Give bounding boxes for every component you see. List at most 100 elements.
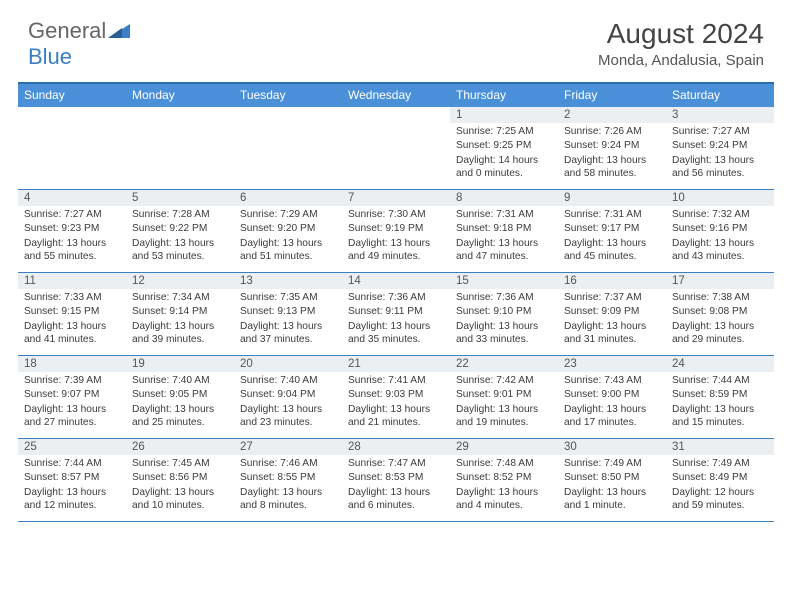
daylight-text: Daylight: 13 hours and 43 minutes. <box>672 237 768 264</box>
sunset-text: Sunset: 9:08 PM <box>672 305 768 318</box>
day-number: 23 <box>558 356 666 372</box>
day-content: Sunrise: 7:28 AMSunset: 9:22 PM Daylight:… <box>126 206 234 263</box>
calendar-day-cell: 3Sunrise: 7:27 AMSunset: 9:24 PMDaylight… <box>666 107 774 189</box>
sunrise-text: Sunrise: 7:27 AM <box>24 208 120 221</box>
calendar-day-cell: 7Sunrise: 7:30 AMSunset: 9:19 PMDaylight… <box>342 190 450 272</box>
calendar-day-cell <box>234 107 342 189</box>
sunrise-text: Sunrise: 7:44 AM <box>24 457 120 470</box>
calendar-day-cell: 2Sunrise: 7:26 AMSunset: 9:24 PMDaylight… <box>558 107 666 189</box>
day-content: Sunrise: 7:36 AMSunset: 9:10 PMDaylight:… <box>450 289 558 346</box>
weekday-header-row: SundayMondayTuesdayWednesdayThursdayFrid… <box>18 84 774 107</box>
calendar-day-cell: 22Sunrise: 7:42 AMSunset: 9:01 PMDayligh… <box>450 356 558 438</box>
day-number: 27 <box>234 439 342 455</box>
calendar-day-cell <box>18 107 126 189</box>
day-content: Sunrise: 7:49 AMSunset: 8:49 PMDaylight:… <box>666 455 774 512</box>
sunset-text: Sunset: 8:56 PM <box>132 471 228 484</box>
sunrise-text: Sunrise: 7:49 AM <box>564 457 660 470</box>
sunset-text: Sunset: 8:49 PM <box>672 471 768 484</box>
day-content: Sunrise: 7:40 AMSunset: 9:05 PMDaylight:… <box>126 372 234 429</box>
day-number: 31 <box>666 439 774 455</box>
day-content: Sunrise: 7:36 AMSunset: 9:11 PMDaylight:… <box>342 289 450 346</box>
sunset-text: Sunset: 8:53 PM <box>348 471 444 484</box>
daylight-text: Daylight: 13 hours and 55 minutes. <box>24 237 120 264</box>
day-number: 22 <box>450 356 558 372</box>
daylight-text: Daylight: 13 hours and 31 minutes. <box>564 320 660 347</box>
day-number: 15 <box>450 273 558 289</box>
sunset-text: Sunset: 9:04 PM <box>240 388 336 401</box>
day-content: Sunrise: 7:41 AMSunset: 9:03 PMDaylight:… <box>342 372 450 429</box>
day-content: Sunrise: 7:25 AMSunset: 9:25 PMDaylight:… <box>450 123 558 180</box>
day-content: Sunrise: 7:38 AMSunset: 9:08 PMDaylight:… <box>666 289 774 346</box>
calendar-day-cell: 9Sunrise: 7:31 AMSunset: 9:17 PMDaylight… <box>558 190 666 272</box>
daylight-text: Daylight: 13 hours and 58 minutes. <box>564 154 660 181</box>
daylight-text: Daylight: 13 hours and 27 minutes. <box>24 403 120 430</box>
sunrise-text: Sunrise: 7:26 AM <box>564 125 660 138</box>
calendar-day-cell: 10Sunrise: 7:32 AMSunset: 9:16 PMDayligh… <box>666 190 774 272</box>
day-content: Sunrise: 7:46 AMSunset: 8:55 PMDaylight:… <box>234 455 342 512</box>
day-content: Sunrise: 7:35 AMSunset: 9:13 PMDaylight:… <box>234 289 342 346</box>
daylight-text: Daylight: 13 hours and 1 minute. <box>564 486 660 513</box>
calendar-day-cell: 8Sunrise: 7:31 AMSunset: 9:18 PMDaylight… <box>450 190 558 272</box>
sunrise-text: Sunrise: 7:41 AM <box>348 374 444 387</box>
calendar-day-cell: 30Sunrise: 7:49 AMSunset: 8:50 PMDayligh… <box>558 439 666 521</box>
day-number: 17 <box>666 273 774 289</box>
sunrise-text: Sunrise: 7:47 AM <box>348 457 444 470</box>
day-content: Sunrise: 7:44 AMSunset: 8:57 PM Daylight:… <box>18 455 126 512</box>
weekday-header: Thursday <box>450 84 558 107</box>
day-content: Sunrise: 7:29 AMSunset: 9:20 PMDaylight:… <box>234 206 342 263</box>
sunset-text: Sunset: 9:03 PM <box>348 388 444 401</box>
calendar-day-cell: 4Sunrise: 7:27 AMSunset: 9:23 PMDaylight… <box>18 190 126 272</box>
calendar-day-cell: 19Sunrise: 7:40 AMSunset: 9:05 PMDayligh… <box>126 356 234 438</box>
daylight-text: Daylight: 13 hours and 33 minutes. <box>456 320 552 347</box>
sunrise-text: Sunrise: 7:36 AM <box>456 291 552 304</box>
sunrise-text: Sunrise: 7:44 AM <box>672 374 768 387</box>
day-content: Sunrise: 7:39 AMSunset: 9:07 PMDaylight:… <box>18 372 126 429</box>
calendar-day-cell: 17Sunrise: 7:38 AMSunset: 9:08 PMDayligh… <box>666 273 774 355</box>
daylight-text: Daylight: 13 hours and 56 minutes. <box>672 154 768 181</box>
calendar-day-cell: 31Sunrise: 7:49 AMSunset: 8:49 PMDayligh… <box>666 439 774 521</box>
day-content: Sunrise: 7:49 AMSunset: 8:50 PMDaylight:… <box>558 455 666 512</box>
daylight-text: Daylight: 13 hours and 51 minutes. <box>240 237 336 264</box>
day-content: Sunrise: 7:27 AMSunset: 9:23 PMDaylight:… <box>18 206 126 263</box>
sunset-text: Sunset: 8:57 PM <box>24 471 120 484</box>
day-content: Sunrise: 7:48 AMSunset: 8:52 PMDaylight:… <box>450 455 558 512</box>
daylight-text: Daylight: 13 hours and 8 minutes. <box>240 486 336 513</box>
sunset-text: Sunset: 9:05 PM <box>132 388 228 401</box>
calendar-day-cell: 29Sunrise: 7:48 AMSunset: 8:52 PMDayligh… <box>450 439 558 521</box>
daylight-text: Daylight: 13 hours and 25 minutes. <box>132 403 228 430</box>
calendar-day-cell: 15Sunrise: 7:36 AMSunset: 9:10 PMDayligh… <box>450 273 558 355</box>
calendar-day-cell: 14Sunrise: 7:36 AMSunset: 9:11 PMDayligh… <box>342 273 450 355</box>
sunset-text: Sunset: 9:17 PM <box>564 222 660 235</box>
sunset-text: Sunset: 9:22 PM <box>132 222 228 235</box>
weekday-header: Monday <box>126 84 234 107</box>
daylight-text: Daylight: 13 hours and 19 minutes. <box>456 403 552 430</box>
daylight-text: Daylight: 13 hours and 53 minutes. <box>132 237 228 264</box>
sunset-text: Sunset: 9:18 PM <box>456 222 552 235</box>
daylight-text: Daylight: 13 hours and 12 minutes. <box>24 486 120 513</box>
day-number: 2 <box>558 107 666 123</box>
day-content: Sunrise: 7:26 AMSunset: 9:24 PMDaylight:… <box>558 123 666 180</box>
logo-triangle-icon <box>108 18 130 44</box>
day-number: 29 <box>450 439 558 455</box>
weekday-header: Wednesday <box>342 84 450 107</box>
day-number: 4 <box>18 190 126 206</box>
sunrise-text: Sunrise: 7:28 AM <box>132 208 228 221</box>
sunset-text: Sunset: 9:01 PM <box>456 388 552 401</box>
calendar-day-cell: 27Sunrise: 7:46 AMSunset: 8:55 PMDayligh… <box>234 439 342 521</box>
calendar-day-cell <box>342 107 450 189</box>
sunrise-text: Sunrise: 7:30 AM <box>348 208 444 221</box>
day-number: 16 <box>558 273 666 289</box>
logo-word-general: General <box>28 18 106 43</box>
sunrise-text: Sunrise: 7:46 AM <box>240 457 336 470</box>
day-content: Sunrise: 7:42 AMSunset: 9:01 PMDaylight:… <box>450 372 558 429</box>
calendar-day-cell: 21Sunrise: 7:41 AMSunset: 9:03 PMDayligh… <box>342 356 450 438</box>
sunrise-text: Sunrise: 7:39 AM <box>24 374 120 387</box>
day-content: Sunrise: 7:31 AMSunset: 9:17 PMDaylight:… <box>558 206 666 263</box>
day-content: Sunrise: 7:31 AMSunset: 9:18 PMDaylight:… <box>450 206 558 263</box>
daylight-text: Daylight: 13 hours and 35 minutes. <box>348 320 444 347</box>
sunset-text: Sunset: 9:16 PM <box>672 222 768 235</box>
header: GeneralBlue August 2024 Monda, Andalusia… <box>0 0 792 78</box>
day-number: 6 <box>234 190 342 206</box>
calendar-day-cell <box>126 107 234 189</box>
sunrise-text: Sunrise: 7:49 AM <box>672 457 768 470</box>
